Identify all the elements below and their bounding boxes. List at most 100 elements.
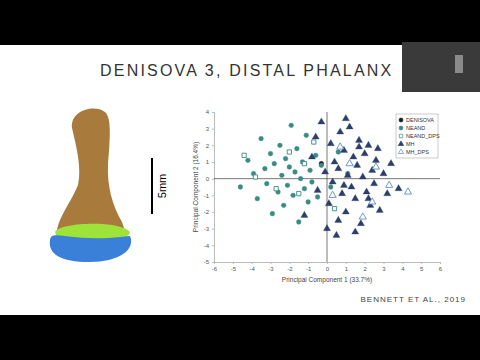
tick-label: -2 [287,266,293,272]
bone-surface-blue [50,235,131,262]
tick-label: -1 [306,266,312,272]
point [333,231,340,237]
point [315,195,320,200]
tick-label: -6 [212,266,218,272]
legend: DENISOVA NEAND NEAND_DPS MH MH_DPS [396,114,440,158]
citation: BENNETT ET AL., 2019 [360,295,466,304]
tick-mark [233,262,234,264]
tick: -2 [204,209,214,215]
legend-label: DENISOVA [406,117,434,123]
tick-label: 1 [206,159,210,165]
point [283,156,288,161]
point [336,150,341,155]
point [253,175,257,179]
tick-mark [289,262,290,264]
point [327,140,334,146]
point [335,165,342,171]
point [322,168,329,174]
tick-label: 3 [206,126,210,132]
axis-line [215,263,441,265]
tick: 6 [439,262,443,272]
slide: DENISOVA 3, DISTAL PHALANX5mmBENNETT ET … [0,0,480,360]
tick: 2 [206,143,214,149]
point [348,183,355,189]
tick: 3 [382,262,386,272]
tick: -1 [204,193,214,199]
tick-label: 4 [206,109,210,115]
point [289,123,294,128]
zero-line-x [327,112,328,262]
point [357,220,364,226]
tick: 1 [206,159,214,165]
tick-mark [327,262,328,264]
point [365,141,372,147]
point [287,165,292,170]
tick: -5 [204,259,214,265]
title: DENISOVA 3, DISTAL PHALANX [100,62,393,79]
point [262,166,267,171]
tick-label: -1 [204,193,210,199]
point [346,160,353,166]
bone [57,109,128,240]
point [301,211,308,217]
point [342,208,349,214]
tick-mark [212,145,214,146]
point [270,211,275,216]
y-axis-title: Principal Component 2 (16.4%) [192,142,200,232]
legend-entry: NEAND [399,125,425,131]
tick-mark [212,179,214,180]
point [302,162,306,166]
legend-entry: MH [398,141,414,147]
point [308,168,313,173]
point [359,213,366,219]
point [297,192,301,196]
legend-entry: NEAND_DPS [399,133,440,139]
point [246,158,251,163]
point [302,186,307,191]
point [361,150,368,156]
point [264,181,269,186]
tick-mark [402,262,403,264]
tick-mark [212,212,214,213]
point [337,128,344,134]
point [404,188,411,194]
tick-label: -5 [204,259,210,265]
point [312,140,316,144]
tick-mark [308,262,309,264]
legend-label: NEAND_DPS [406,133,440,139]
tick-label: 2 [363,266,367,272]
point [380,170,387,176]
point [344,171,351,177]
tick-mark [212,162,214,163]
tick-mark [365,262,366,264]
legend-symbol [399,126,403,130]
tick-label: -4 [249,266,255,272]
point [355,136,362,142]
point [335,216,342,222]
legend-symbol [399,118,403,122]
point [274,187,278,191]
point [310,180,315,185]
point [279,173,284,178]
legend-label: NEAND [406,125,425,131]
tick-label: -3 [204,226,210,232]
tick-label: -2 [204,209,210,215]
tick-label: 0 [206,176,210,182]
point [259,136,264,141]
point [298,176,303,181]
tick: 5 [420,262,424,272]
point [332,207,336,211]
point [339,190,346,196]
bone-image [50,109,131,262]
legend-label: MH_DPS [406,149,429,155]
point [287,150,291,154]
point [329,178,336,184]
tick: -3 [204,226,214,232]
tick-mark [421,262,422,264]
tick: -3 [268,262,274,272]
y-axis: -5-4-3-2-101234 [204,109,215,265]
tick-mark [212,245,214,246]
point [319,163,324,168]
tick-mark [212,195,214,196]
tick-label: 6 [439,266,443,272]
